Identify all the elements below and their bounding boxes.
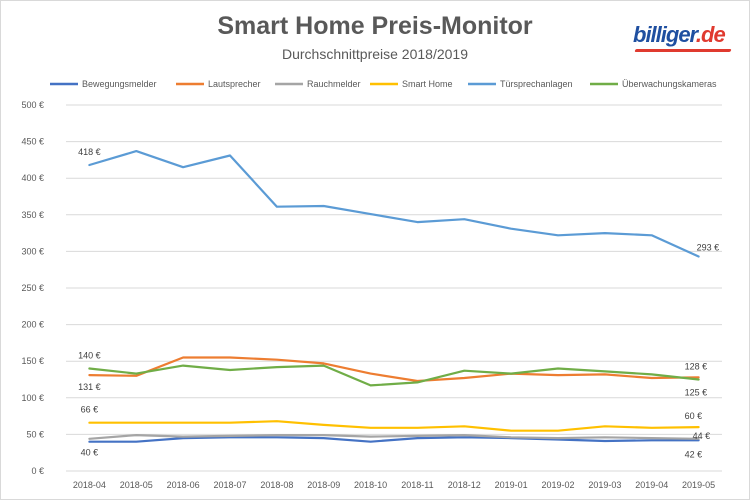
- chart-title: Smart Home Preis-Monitor: [217, 12, 533, 40]
- y-tick-label: 250 €: [21, 283, 44, 293]
- x-tick-label: 2019-01: [495, 480, 528, 490]
- x-tick-label: 2018-04: [73, 480, 106, 490]
- legend-entry: Überwachungskameras: [622, 79, 717, 89]
- data-label: 40 €: [81, 448, 99, 458]
- legend-entry: Bewegungsmelder: [82, 79, 157, 89]
- x-tick-label: 2018-05: [120, 480, 153, 490]
- series-line: [88, 364, 700, 387]
- series-line: [88, 150, 700, 258]
- x-tick-label: 2019-03: [588, 480, 621, 490]
- data-label: 128 €: [685, 361, 708, 371]
- series-line: [88, 420, 700, 432]
- legend: Bewegungsmelder Lautsprecher Rauchmelder Sm…: [50, 79, 717, 89]
- x-tick-label: 2018-08: [260, 480, 293, 490]
- data-label: 66 €: [81, 405, 99, 415]
- x-axis-ticks: 2018-04 2018-05 2018-06 2018-07 2018-08 2018-…: [73, 480, 715, 490]
- x-tick-label: 2018-07: [213, 480, 246, 490]
- data-label: 42 €: [685, 449, 703, 459]
- series-line: [88, 434, 700, 440]
- legend-entry: Smart Home: [402, 79, 453, 89]
- y-tick-label: 150 €: [21, 356, 44, 366]
- billiger-logo: billiger.de: [633, 22, 737, 52]
- y-tick-label: 0 €: [31, 466, 44, 476]
- data-label: 293 €: [697, 243, 720, 253]
- series-lines: [88, 150, 700, 443]
- logo-text: billiger.de: [633, 22, 726, 47]
- series-line: [88, 436, 700, 443]
- x-tick-label: 2019-02: [541, 480, 574, 490]
- x-tick-label: 2018-12: [448, 480, 481, 490]
- data-label: 131 €: [78, 382, 101, 392]
- y-tick-label: 100 €: [21, 393, 44, 403]
- legend-entry: Türsprechanlagen: [500, 79, 573, 89]
- y-tick-label: 200 €: [21, 320, 44, 330]
- x-tick-label: 2019-05: [682, 480, 715, 490]
- data-label: 125 €: [685, 388, 708, 398]
- data-label: 418 €: [78, 147, 101, 157]
- chart-subtitle: Durchschnittpreise 2018/2019: [281, 46, 468, 62]
- legend-entry: Lautsprecher: [208, 79, 261, 89]
- x-tick-label: 2018-09: [307, 480, 340, 490]
- data-label: 140 €: [78, 351, 101, 361]
- data-label: 44 €: [693, 431, 711, 441]
- series-line: [88, 356, 700, 383]
- y-tick-label: 400 €: [21, 173, 44, 183]
- data-label: 60 €: [685, 411, 703, 421]
- x-tick-label: 2018-11: [401, 480, 433, 490]
- x-tick-label: 2018-06: [167, 480, 200, 490]
- x-tick-label: 2018-10: [354, 480, 387, 490]
- x-tick-label: 2019-04: [635, 480, 668, 490]
- data-labels: 40 € 42 € 131 € 128 € 44 € 66 € 60 € 418 € 293 €…: [78, 147, 719, 459]
- y-tick-label: 500 €: [21, 100, 44, 110]
- y-tick-label: 50 €: [26, 429, 44, 439]
- y-tick-label: 450 €: [21, 137, 44, 147]
- legend-entry: Rauchmelder: [307, 79, 361, 89]
- y-tick-label: 350 €: [21, 210, 44, 220]
- y-axis-ticks: 0 € 50 € 100 € 150 € 200 € 250 € 300 € 350 € 400…: [21, 100, 44, 476]
- y-tick-label: 300 €: [21, 246, 44, 256]
